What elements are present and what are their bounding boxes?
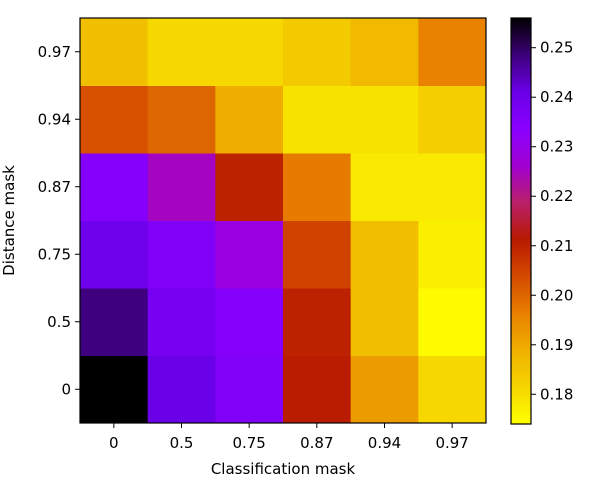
heatmap-cell — [283, 220, 352, 289]
heatmap-cell — [418, 18, 487, 86]
heatmap-cell — [147, 85, 216, 154]
heatmap-cell — [350, 288, 419, 356]
colorbar — [510, 17, 532, 425]
heatmap-cells — [80, 18, 487, 424]
heatmap-cell — [350, 220, 419, 289]
colorbar-tick-label: 0.21 — [540, 237, 573, 255]
colorbar-tick-label: 0.23 — [540, 138, 573, 156]
heatmap-cell — [350, 355, 419, 424]
heatmap-cell — [147, 18, 216, 86]
heatmap-cell — [283, 85, 352, 154]
heatmap-cell — [80, 220, 149, 289]
heatmap-cell — [147, 288, 216, 356]
colorbar-tick-label: 0.25 — [540, 39, 573, 57]
heatmap-cell — [215, 355, 284, 424]
colorbar-tick-label: 0.19 — [540, 336, 573, 354]
heatmap-cell — [215, 18, 284, 86]
colorbar-tick-label: 0.22 — [540, 187, 573, 205]
heatmap-cell — [80, 355, 149, 424]
x-tick-label: 0.75 — [232, 434, 265, 452]
x-tick-label: 0.5 — [170, 434, 194, 452]
y-axis-ticks: 0 0.5 0.75 0.87 0.94 0.97 — [38, 43, 80, 398]
x-axis-label: Classification mask — [211, 460, 356, 477]
heatmap-cell — [350, 153, 419, 221]
x-tick-label: 0.97 — [435, 434, 468, 452]
y-tick-label: 0.75 — [38, 245, 71, 263]
heatmap-cell — [215, 288, 284, 356]
y-tick-label: 0.5 — [47, 313, 71, 331]
heatmap-cell — [418, 85, 487, 154]
heatmap-cell — [147, 355, 216, 424]
heatmap-cell — [80, 18, 149, 86]
colorbar-tick-label: 0.24 — [540, 88, 573, 106]
heatmap-cell — [80, 153, 149, 221]
y-axis-label: Distance mask — [0, 165, 18, 276]
heatmap-cell — [283, 153, 352, 221]
heatmap-cell — [418, 220, 487, 289]
heatmap-cell — [418, 355, 487, 424]
x-tick-label: 0 — [109, 434, 119, 452]
colorbar-tick-label: 0.20 — [540, 286, 573, 304]
heatmap-cell — [418, 153, 487, 221]
heatmap-cell — [283, 288, 352, 356]
x-axis-ticks: 0 0.5 0.75 0.87 0.94 0.97 — [109, 423, 469, 452]
colorbar-ticks: 0.18 0.19 0.20 0.21 0.22 0.23 0.24 0.25 — [531, 39, 573, 403]
heatmap-cell — [418, 288, 487, 356]
heatmap-cell — [147, 220, 216, 289]
heatmap-cell — [215, 85, 284, 154]
x-tick-label: 0.87 — [300, 434, 333, 452]
y-tick-label: 0 — [61, 380, 71, 398]
y-tick-label: 0.94 — [38, 110, 71, 128]
heatmap-cell — [80, 85, 149, 154]
y-tick-label: 0.87 — [38, 178, 71, 196]
heatmap-cell — [350, 18, 419, 86]
x-tick-label: 0.94 — [368, 434, 401, 452]
heatmap-cell — [80, 288, 149, 356]
colorbar-tick-label: 0.18 — [540, 385, 573, 403]
plot-frame — [79, 17, 487, 424]
heatmap-cell — [283, 355, 352, 424]
heatmap-cell — [147, 153, 216, 221]
heatmap-cell — [215, 153, 284, 221]
y-tick-label: 0.97 — [38, 43, 71, 61]
heatmap-cell — [283, 18, 352, 86]
heatmap-cell — [350, 85, 419, 154]
heatmap-cell — [215, 220, 284, 289]
